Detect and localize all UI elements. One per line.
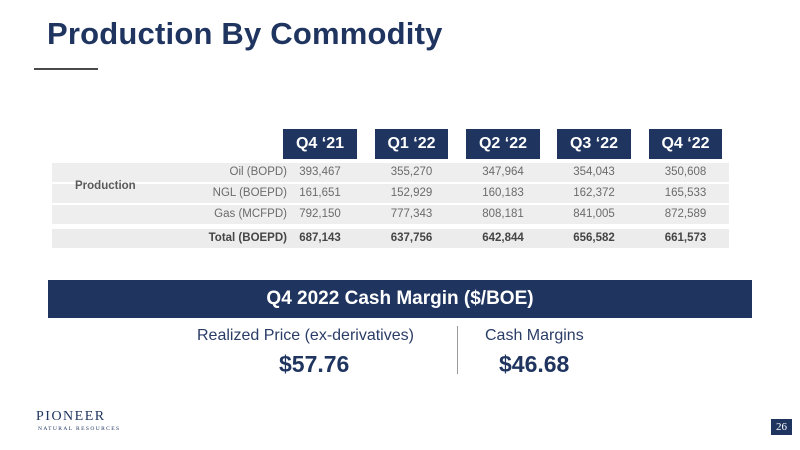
table-cell: 355,270	[390, 166, 433, 178]
table-cell: 165,533	[664, 187, 707, 199]
table-cell: 162,372	[573, 187, 615, 199]
row-label-total: Total (BOEPD)	[208, 232, 287, 244]
table-row-ngl: NGL (BOEPD) 161,651 152,929 160,183 162,…	[52, 184, 729, 203]
section-label-production: Production	[75, 180, 136, 192]
table-row-total: Total (BOEPD) 687,143 637,756 642,844 65…	[52, 229, 729, 248]
row-label: NGL (BOEPD)	[212, 187, 287, 199]
metric-divider	[457, 326, 458, 374]
table-cell: 160,183	[482, 187, 524, 199]
table-cell: 161,651	[299, 187, 341, 199]
quarter-header: Q4 ‘21 Q1 ‘22 Q2 ‘22 Q3 ‘22 Q4 ‘22	[0, 129, 800, 159]
table-cell: 792,150	[299, 208, 341, 220]
realized-price-value: $57.76	[279, 351, 350, 377]
table-cell: 347,964	[482, 166, 524, 178]
quarter-header-q4-22: Q4 ‘22	[649, 129, 722, 159]
table-cell-total: 642,844	[482, 232, 524, 244]
pioneer-logo: PIONEER NATURAL RESOURCES	[36, 409, 120, 432]
quarter-header-q2-22: Q2 ‘22	[466, 129, 540, 159]
table-cell: 354,043	[573, 166, 615, 178]
quarter-header-q1-22: Q1 ‘22	[375, 129, 448, 159]
logo-subtitle: NATURAL RESOURCES	[38, 426, 121, 432]
row-label: Gas (MCFPD)	[214, 208, 287, 220]
table-row-gas: Gas (MCFPD) 792,150 777,343 808,181 841,…	[52, 205, 729, 224]
cash-margins-value: $46.68	[499, 351, 570, 377]
table-cell: 152,929	[390, 187, 433, 199]
quarter-header-q3-22: Q3 ‘22	[557, 129, 631, 159]
table-cell: 841,005	[573, 208, 615, 220]
table-cell: 350,608	[664, 166, 707, 178]
table-cell: 393,467	[299, 166, 341, 178]
logo-name: PIONEER	[36, 409, 106, 424]
quarter-header-q4-21: Q4 ‘21	[283, 129, 357, 159]
row-label: Oil (BOPD)	[229, 166, 288, 178]
page-title: Production By Commodity	[47, 16, 443, 51]
table-cell-total: 656,582	[573, 232, 615, 244]
table-cell-total: 637,756	[390, 232, 433, 244]
cash-margins-label: Cash Margins	[485, 327, 584, 344]
table-cell: 808,181	[482, 208, 524, 220]
table-cell: 872,589	[664, 208, 707, 220]
table-cell: 777,343	[390, 208, 433, 220]
table-cell-total: 687,143	[299, 232, 341, 244]
title-underline	[34, 68, 98, 70]
realized-price-label: Realized Price (ex-derivatives)	[197, 327, 414, 344]
table-cell-total: 661,573	[664, 232, 707, 244]
cash-margin-banner: Q4 2022 Cash Margin ($/BOE)	[48, 280, 752, 318]
page-number: 26	[771, 419, 792, 435]
table-row-oil: Oil (BOPD) 393,467 355,270 347,964 354,0…	[52, 163, 729, 182]
